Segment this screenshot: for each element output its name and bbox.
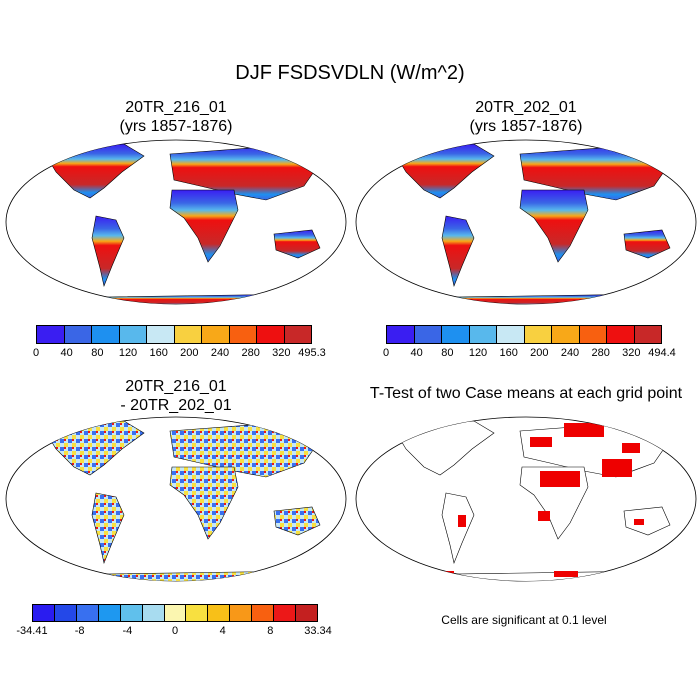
colorbar-label: 33.34	[304, 625, 332, 637]
australia	[623, 229, 671, 259]
colorbar-swatch	[54, 605, 77, 621]
colorbar-label: 0	[32, 347, 40, 359]
colorbar-swatch	[387, 326, 415, 343]
colorbar-label: 200	[530, 347, 549, 359]
colorbar-swatch	[469, 326, 497, 343]
colorbar-label: 0	[382, 347, 390, 359]
panel1-map	[5, 139, 347, 305]
colorbar-swatch	[119, 326, 147, 343]
significance-note: Cells are significant at 0.1 level	[441, 613, 607, 627]
colorbar-label: 40	[410, 347, 423, 359]
australia	[273, 229, 321, 259]
australia	[273, 506, 321, 536]
colorbar-swatch	[229, 326, 257, 343]
south-america	[91, 492, 125, 565]
colorbar-label: -4	[122, 625, 133, 637]
figure-title: DJF FSDSVDLN (W/m^2)	[235, 62, 465, 84]
colorbar-label: 320	[622, 347, 641, 359]
panel4-title-line1: T-Test of two Case means at each grid po…	[369, 385, 683, 402]
south-america	[441, 492, 475, 565]
panel2-title-line1: 20TR_202_01	[475, 99, 577, 116]
africa	[169, 466, 239, 540]
colorbar-swatch	[76, 605, 99, 621]
australia	[623, 506, 671, 536]
colorbar-swatch	[98, 605, 121, 621]
africa	[169, 189, 239, 263]
south-america	[91, 215, 125, 288]
colorbar-swatch	[202, 326, 230, 343]
panel3-colorbar-labels: -34.41 -8 -4 0 4 8 33.34	[16, 625, 331, 639]
colorbar-swatch	[37, 326, 65, 343]
colorbar-swatch	[147, 326, 175, 343]
panel2-map	[355, 139, 697, 305]
colorbar-swatch	[634, 326, 661, 343]
panel2-colorbar-labels: 0 40 80 120 160 200 240 280 320 494.4	[382, 347, 676, 361]
colorbar-label: 280	[241, 347, 260, 359]
colorbar-swatch	[120, 605, 143, 621]
colorbar-label: 40	[60, 347, 73, 359]
panel3-colorbar	[32, 604, 318, 622]
colorbar-label: 160	[499, 347, 518, 359]
colorbar-label: 494.4	[648, 347, 676, 359]
colorbar-swatch	[64, 326, 92, 343]
panel1-title-line2: (yrs 1857-1876)	[119, 118, 233, 135]
colorbar-swatch	[414, 326, 442, 343]
colorbar-swatch	[92, 326, 120, 343]
colorbar-swatch	[442, 326, 470, 343]
colorbar-swatch	[230, 605, 253, 621]
colorbar-swatch	[274, 605, 297, 621]
panel4-map	[355, 416, 697, 582]
colorbar-swatch	[208, 605, 231, 621]
panel3-title-line2: - 20TR_202_01	[120, 397, 232, 414]
colorbar-swatch	[257, 326, 285, 343]
panel2-title: 20TR_202_01 (yrs 1857-1876)	[356, 98, 696, 136]
africa	[519, 189, 589, 263]
colorbar-swatch	[524, 326, 552, 343]
colorbar-swatch	[284, 326, 311, 343]
colorbar-label: 495.3	[298, 347, 326, 359]
panel2-title-line2: (yrs 1857-1876)	[469, 118, 583, 135]
colorbar-label: 240	[210, 347, 230, 359]
colorbar-label: 120	[118, 347, 138, 359]
colorbar-label: 8	[267, 625, 274, 637]
colorbar-label: 280	[591, 347, 610, 359]
colorbar-swatch	[497, 326, 525, 343]
colorbar-label: 80	[91, 347, 104, 359]
colorbar-swatch	[186, 605, 209, 621]
colorbar-label: 0	[171, 625, 179, 637]
colorbar-label: 4	[219, 625, 226, 637]
colorbar-swatch	[164, 605, 187, 621]
colorbar-label: 320	[272, 347, 291, 359]
panel1-title-line1: 20TR_216_01	[125, 99, 227, 116]
colorbar-swatch	[296, 605, 317, 621]
colorbar-label: 160	[149, 347, 168, 359]
colorbar-swatch	[579, 326, 607, 343]
colorbar-swatch	[607, 326, 635, 343]
colorbar-label: 200	[180, 347, 199, 359]
panel4-title: T-Test of two Case means at each grid po…	[356, 384, 696, 403]
panel1-colorbar-labels: 0 40 80 120 160 200 240 280 320 495.3	[32, 347, 326, 361]
colorbar-swatch	[252, 605, 275, 621]
significant-cells	[424, 423, 644, 577]
colorbar-label: -34.41	[16, 625, 48, 637]
colorbar-label: -8	[74, 625, 85, 637]
panel2-colorbar	[386, 325, 662, 344]
colorbar-swatch	[33, 605, 55, 621]
colorbar-label: 80	[441, 347, 454, 359]
panel1-title: 20TR_216_01 (yrs 1857-1876)	[6, 98, 346, 136]
colorbar-label: 240	[560, 347, 580, 359]
colorbar-swatch	[552, 326, 580, 343]
panel1-colorbar	[36, 325, 312, 344]
panel3-map	[5, 416, 347, 582]
colorbar-label: 120	[468, 347, 488, 359]
panel3-title-line1: 20TR_216_01	[125, 378, 227, 395]
south-america	[441, 215, 475, 288]
colorbar-swatch	[142, 605, 165, 621]
colorbar-swatch	[174, 326, 202, 343]
panel3-title: 20TR_216_01 - 20TR_202_01	[6, 377, 346, 415]
